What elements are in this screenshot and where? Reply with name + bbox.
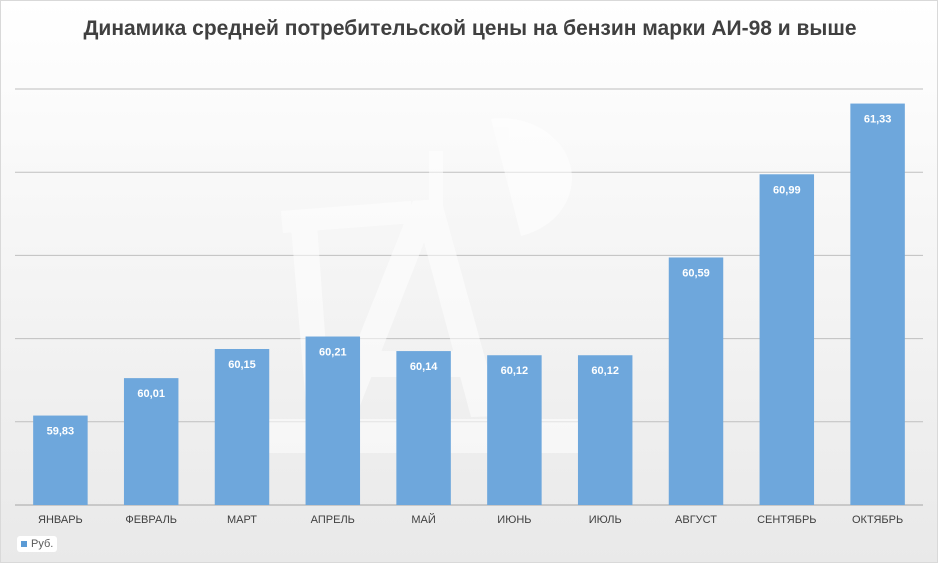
bar-5: [396, 351, 451, 505]
bar-8: [668, 257, 724, 505]
data-label-5: 60,14: [410, 361, 438, 373]
x-tick-label-2: ФЕВРАЛЬ: [125, 514, 177, 526]
data-label-7: 60,12: [591, 365, 619, 377]
chart-title: Динамика средней потребительской цены на…: [83, 17, 857, 40]
x-axis: ЯНВАРЬ ФЕВРАЛЬ МАРТ АПРЕЛЬ МАЙ ИЮНЬ ИЮЛЬ АВГУСТ…: [38, 513, 903, 526]
x-tick-label-7: ИЮЛЬ: [589, 514, 622, 526]
legend-swatch: [21, 541, 27, 547]
legend-label: Руб.: [31, 538, 54, 550]
bar-7: [577, 355, 633, 505]
bars: 59,83 60,01 60,15 60,21 60,14 60,12 60,12 60,59…: [33, 103, 905, 505]
data-label-4: 60,21: [319, 347, 347, 359]
x-tick-label-10: ОКТЯБРЬ: [852, 514, 903, 526]
data-label-10: 61,33: [864, 114, 892, 126]
x-tick-label-4: АПРЕЛЬ: [311, 514, 355, 526]
x-tick-label-1: ЯНВАРЬ: [38, 514, 83, 526]
bar-2: [123, 378, 179, 505]
x-tick-label-9: СЕНТЯБРЬ: [757, 514, 816, 526]
x-tick-label-3: МАРТ: [227, 514, 257, 526]
bar-4: [305, 336, 361, 505]
bar-1: [33, 415, 88, 505]
x-tick-label-5: МАЙ: [411, 513, 435, 526]
x-tick-label-8: АВГУСТ: [675, 514, 717, 526]
data-label-2: 60,01: [137, 388, 165, 400]
x-tick-label-6: ИЮНЬ: [497, 514, 531, 526]
bar-6: [487, 355, 542, 505]
bar-9: [759, 174, 815, 505]
bar-3: [214, 349, 270, 505]
data-label-9: 60,99: [773, 184, 801, 196]
legend: Руб.: [17, 536, 58, 552]
bar-10: [850, 103, 905, 505]
data-label-3: 60,15: [228, 359, 256, 371]
data-label-1: 59,83: [47, 426, 75, 438]
data-label-8: 60,59: [682, 267, 710, 279]
data-label-6: 60,12: [501, 365, 529, 377]
